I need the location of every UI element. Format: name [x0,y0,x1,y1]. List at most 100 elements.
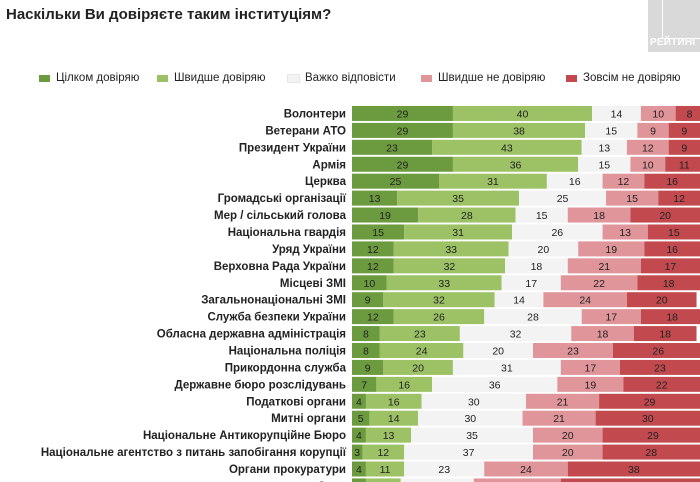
bar-segment [560,275,638,291]
data-label: 25 [390,176,402,188]
data-label: 14 [611,108,623,120]
data-label: 18 [593,210,605,222]
bar-segment [352,122,453,138]
bar-segment [352,173,439,189]
data-label: 9 [365,362,371,374]
category-label: Громадські організації [218,193,347,205]
bar-segment [352,478,366,482]
bar-segment [404,461,485,477]
bar-segment [532,427,603,443]
bar-segment [352,241,394,257]
data-label: 38 [628,464,640,476]
bar-segment [592,105,641,121]
bar-segment [640,309,700,325]
bar-segment [522,410,596,426]
data-label: 25 [557,193,569,205]
bar-segment [362,444,405,460]
data-label: 10 [377,481,389,482]
data-label: 23 [654,362,666,374]
bar-segment [626,292,697,308]
bar-segment [508,241,579,257]
bar-segment [567,461,700,477]
data-label: 21 [553,413,565,425]
bar-segment [352,190,398,206]
data-label: 31 [501,362,513,374]
category-label: Волонтери [284,108,346,120]
data-label: 29 [397,159,409,171]
category-label: Уряд України [272,244,346,256]
data-label: 23 [386,142,398,154]
bar-segment [352,359,384,375]
data-label: 16 [388,396,400,408]
bar-segment [532,444,603,460]
bar-segment [376,376,433,392]
category-label: Президент України [239,142,346,154]
bar-segment [626,139,669,155]
bar-segment [369,410,419,426]
data-label: 31 [452,227,464,239]
data-label: 9 [681,125,687,137]
data-label: 12 [377,447,389,459]
data-label: 41 [626,481,638,482]
category-label: Митні органи [271,413,346,425]
data-label: 28 [645,447,657,459]
legend-label: Швидше довіряю [174,72,266,84]
bar-segment [432,376,558,392]
bar-segment [637,275,700,291]
data-label: 14 [388,413,400,425]
data-label: 40 [517,108,529,120]
data-label: 16 [398,379,410,391]
data-label: 15 [598,159,610,171]
bar-segment [581,139,627,155]
bar-segment [452,359,561,375]
bar-segment [352,105,453,121]
bar-segment [484,461,568,477]
bar-segment [637,122,669,138]
data-label: 23 [414,329,426,341]
data-label: 22 [656,379,668,391]
bar-segment [567,207,631,223]
bar-segment [560,478,700,482]
data-label: 36 [510,159,522,171]
data-label: 8 [363,345,369,357]
data-label: 37 [463,447,475,459]
bar-segment [352,258,394,274]
bar-segment [571,326,634,342]
bar-segment [463,342,533,358]
data-label: 13 [598,142,610,154]
brand-logo: РЕЙТИНГ [648,0,700,52]
bar-segment [630,156,666,172]
category-label: Державне бюро розслідувань [175,379,346,391]
data-label: 4 [356,464,362,476]
category-label: Армія [312,159,346,171]
data-label: 10 [642,159,654,171]
category-label: Податкові органи [246,396,346,408]
category-label: Національне агентство з питань запобіган… [41,447,347,459]
data-label: 35 [452,193,464,205]
data-label: 18 [597,329,609,341]
data-label: 33 [445,244,457,256]
category-label: Служба безпеки України [207,312,346,324]
data-label: 29 [397,125,409,137]
bar-segment [623,376,700,392]
bar-segment [418,207,516,223]
bar-segment [494,292,544,308]
data-label: 22 [593,278,605,290]
data-label: 18 [663,278,675,290]
data-label: 20 [656,295,668,307]
data-label: 10 [364,278,376,290]
data-label: 16 [666,176,678,188]
bar-segment [484,309,582,325]
data-label: 5 [358,413,364,425]
category-label: Національна гвардія [228,227,346,239]
bar-segment [352,326,380,342]
data-label: 19 [585,379,597,391]
data-label: 11 [380,464,391,476]
data-label: 18 [659,329,671,341]
category-label: Органи прокуратури [229,464,346,476]
data-label: 15 [668,227,680,239]
bar-segment [452,105,593,121]
bar-segment [421,393,526,409]
bar-segment [383,359,453,375]
